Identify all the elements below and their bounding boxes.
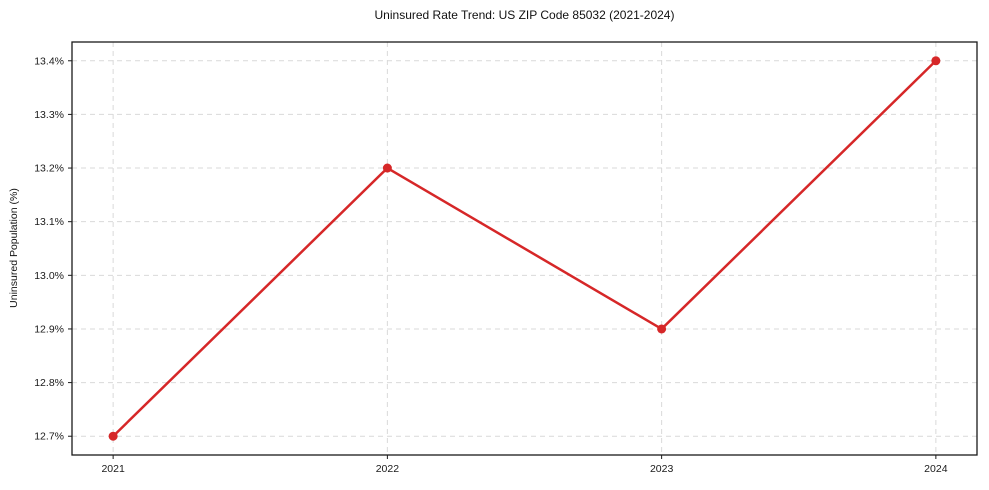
plot-border (71, 41, 978, 456)
y-tick-label: 13.0% (34, 270, 64, 282)
y-tick-label: 12.7% (34, 431, 64, 443)
y-tick-label: 13.4% (34, 55, 64, 67)
chart-title: Uninsured Rate Trend: US ZIP Code 85032 … (374, 8, 675, 22)
y-tick-label: 12.9% (34, 323, 64, 335)
data-point (108, 431, 118, 441)
x-tick-label: 2024 (924, 463, 948, 475)
x-tick-label: 2023 (650, 463, 674, 475)
trend-line (111, 59, 938, 438)
y-tick-label: 13.3% (34, 109, 64, 121)
data-point (382, 163, 392, 173)
data-point (931, 56, 941, 66)
y-tick-label: 13.1% (34, 216, 64, 228)
y-tick-label: 12.8% (34, 377, 64, 389)
data-point (657, 324, 667, 334)
x-tick-label: 2022 (376, 463, 400, 475)
x-tick-label: 2021 (101, 463, 125, 475)
y-tick-label: 13.2% (34, 163, 64, 175)
